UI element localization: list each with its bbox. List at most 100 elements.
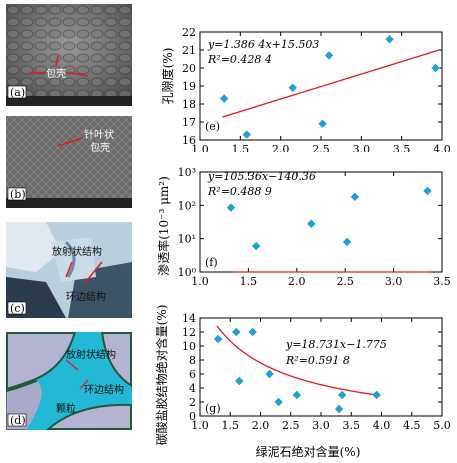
y-tick-label: 2 bbox=[189, 396, 196, 409]
image-d-tag: (d) bbox=[10, 414, 26, 427]
x-tick-label: 3.0 bbox=[353, 143, 371, 152]
fit-r-squared: R²=0.488 9 bbox=[207, 185, 272, 198]
chart-f-plot: 1.0 1.5 2.0 2.5 3.0 3.5 10⁰ 10¹ 10² 10³ y=105.36x−… bbox=[178, 166, 450, 288]
x-tick-label: 3.5 bbox=[343, 419, 361, 432]
y-tick-label: 10³ bbox=[178, 166, 196, 179]
x-tick-label: 3.5 bbox=[433, 275, 450, 288]
panel-tag: (f) bbox=[205, 256, 218, 269]
y-tick-label: 18 bbox=[182, 98, 196, 111]
data-point bbox=[342, 237, 352, 247]
image-c-label-radial: 放射状结构 bbox=[52, 245, 102, 258]
y-tick-label: 10² bbox=[178, 199, 196, 212]
chart-panel-e: 孔隙度(%) 1.0 1.5 2.0 2.5 3.0 3.5 4.0 16 17 18 19 20 21… bbox=[160, 26, 450, 152]
x-tick-label: 3.0 bbox=[385, 275, 403, 288]
image-d-label-grain: 颗粒 bbox=[56, 402, 76, 415]
chart-panel-f: 渗透率(10⁻³ μm²) 1.0 1.5 2.0 2.5 3.0 3.5 10⁰ 10¹ 10… bbox=[156, 166, 450, 288]
data-point bbox=[318, 119, 327, 128]
chart-panel-g: 碳酸盐胶结物绝对含量(%) 绿泥石绝对含量(%) 1.0 1.5 2.0 2.5 3.0… bbox=[154, 305, 450, 459]
y-tick-label: 19 bbox=[182, 80, 196, 93]
image-panel-c: 放射状结构 环边结构 (c) bbox=[6, 222, 132, 318]
image-c-label-rim: 环边结构 bbox=[66, 290, 106, 303]
y-tick-label: 0 bbox=[189, 410, 196, 423]
data-point bbox=[350, 192, 360, 202]
data-point bbox=[431, 63, 440, 73]
chart-g-ylabel: 碳酸盐胶结物绝对含量(%) bbox=[154, 305, 169, 446]
data-point bbox=[324, 51, 334, 60]
data-point bbox=[423, 186, 432, 196]
x-tick-label: 2.0 bbox=[252, 419, 270, 432]
data-point bbox=[226, 203, 236, 212]
y-tick-label: 16 bbox=[182, 134, 196, 147]
x-tick-label: 1.0 bbox=[191, 419, 209, 432]
y-tick-label: 10⁰ bbox=[178, 266, 197, 279]
data-point bbox=[385, 35, 394, 44]
chart-f-ylabel: 渗透率(10⁻³ μm²) bbox=[156, 176, 171, 276]
fit-curve bbox=[222, 49, 439, 118]
y-tick-label: 12 bbox=[182, 326, 196, 339]
data-point bbox=[334, 404, 344, 414]
x-tick-label: 2.5 bbox=[282, 419, 300, 432]
data-point bbox=[337, 390, 347, 400]
x-tick-label: 5.0 bbox=[433, 419, 450, 432]
x-tick-label: 1.0 bbox=[191, 275, 209, 288]
data-point bbox=[265, 369, 274, 379]
fit-r-squared: R²=0.428 4 bbox=[207, 53, 272, 66]
data-point bbox=[251, 241, 261, 251]
image-d-label-radial: 放射状结构 bbox=[66, 348, 116, 361]
data-point bbox=[213, 334, 223, 344]
panel-tag: (e) bbox=[205, 120, 220, 133]
data-point bbox=[232, 327, 241, 337]
y-tick-label: 20 bbox=[182, 62, 196, 75]
y-tick-label: 17 bbox=[182, 116, 196, 129]
fit-equation: y=105.36x−140.36 bbox=[207, 170, 316, 183]
x-tick-label: 1.5 bbox=[222, 419, 240, 432]
data-point bbox=[292, 390, 301, 400]
x-tick-label: 1.5 bbox=[232, 143, 250, 152]
fit-r-squared: R²=0.591 8 bbox=[285, 354, 350, 367]
image-panel-d: 放射状结构 环边结构 颗粒 (d) bbox=[6, 332, 132, 430]
x-tick-label: 3.0 bbox=[312, 419, 330, 432]
x-tick-label: 2.5 bbox=[312, 143, 330, 152]
panel-tag: (g) bbox=[205, 402, 221, 415]
fit-equation: y=1.386 4x+15.503 bbox=[207, 38, 319, 51]
x-tick-label: 2.5 bbox=[336, 275, 354, 288]
x-tick-label: 1.0 bbox=[191, 143, 209, 152]
data-point bbox=[242, 130, 251, 139]
image-b-label-shell: 包壳 bbox=[90, 141, 110, 154]
y-tick-label: 6 bbox=[189, 368, 196, 381]
chart-e-ylabel: 孔隙度(%) bbox=[160, 48, 175, 105]
image-b-label-needle: 针叶状 bbox=[84, 128, 114, 141]
x-tick-label: 3.5 bbox=[393, 143, 411, 152]
x-tick-label: 4.0 bbox=[373, 419, 391, 432]
image-panel-a: 包壳 (a) bbox=[6, 4, 132, 106]
data-point bbox=[248, 327, 257, 337]
data-point bbox=[307, 219, 316, 228]
chart-g-xlabel: 绿泥石绝对含量(%) bbox=[256, 444, 361, 459]
image-d-label-rim: 环边结构 bbox=[84, 383, 124, 396]
x-tick-label: 2.0 bbox=[272, 143, 290, 152]
data-point bbox=[220, 94, 229, 103]
fit-equation: y=18.731x−1.775 bbox=[285, 338, 387, 351]
x-tick-label: 1.5 bbox=[240, 275, 258, 288]
image-a-tag: (a) bbox=[10, 86, 25, 99]
x-tick-label: 2.0 bbox=[288, 275, 306, 288]
y-tick-label: 21 bbox=[182, 44, 196, 57]
y-tick-label: 14 bbox=[182, 312, 196, 325]
fit-curve bbox=[216, 325, 379, 396]
image-a-label-shell: 包壳 bbox=[46, 67, 66, 80]
x-tick-label: 4.5 bbox=[403, 419, 421, 432]
image-panel-b: 针叶状 包壳 (b) bbox=[6, 116, 132, 208]
chart-e-plot: 1.0 1.5 2.0 2.5 3.0 3.5 4.0 16 17 18 19 20 21 22 y=1.3… bbox=[182, 26, 450, 152]
data-point bbox=[235, 376, 244, 386]
image-c-tag: (c) bbox=[10, 302, 25, 315]
y-tick-label: 10 bbox=[182, 340, 196, 353]
data-point bbox=[288, 83, 297, 92]
image-b-tag: (b) bbox=[10, 188, 26, 201]
y-tick-label: 10¹ bbox=[178, 233, 196, 246]
data-point bbox=[372, 390, 381, 400]
y-tick-label: 4 bbox=[189, 382, 196, 395]
data-point bbox=[274, 397, 283, 407]
y-tick-label: 22 bbox=[182, 26, 196, 39]
